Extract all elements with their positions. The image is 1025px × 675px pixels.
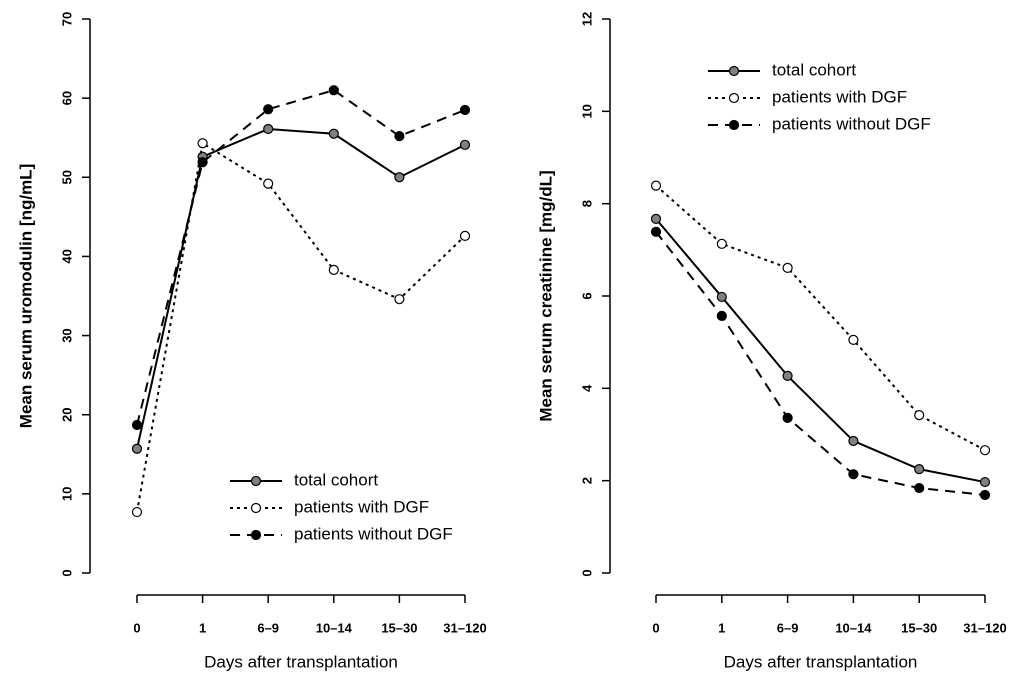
- point: [131, 443, 143, 454]
- x-axis-label: Days after transplantation: [204, 652, 398, 671]
- y-tick-label: 40: [59, 249, 74, 263]
- x-tick-label: 10–14: [835, 620, 872, 635]
- point: [914, 464, 925, 475]
- point: [914, 410, 925, 421]
- legend-label: patients with DGF: [294, 497, 429, 516]
- series-line: [655, 218, 986, 484]
- point: [197, 138, 208, 149]
- point: [394, 172, 405, 183]
- point: [394, 131, 405, 142]
- legend-label: patients without DGF: [294, 524, 453, 543]
- point: [263, 123, 274, 135]
- point: [914, 482, 925, 494]
- legend-label: patients without DGF: [772, 114, 931, 133]
- point: [131, 419, 143, 431]
- legend-marker: [728, 65, 740, 77]
- point: [979, 476, 991, 488]
- series-line: [136, 89, 466, 426]
- y-tick-label: 70: [59, 12, 74, 26]
- y-tick-label: 10: [59, 487, 74, 501]
- point: [782, 412, 793, 423]
- legend-label: total cohort: [294, 470, 378, 489]
- legend-marker: [250, 529, 262, 541]
- point: [650, 213, 662, 225]
- point: [782, 262, 793, 273]
- x-tick-label: 10–14: [316, 620, 353, 635]
- point: [328, 85, 339, 96]
- y-tick-label: 50: [59, 170, 74, 184]
- point: [979, 489, 991, 501]
- point: [716, 238, 727, 249]
- legend-marker: [250, 475, 262, 487]
- y-tick-label: 12: [579, 12, 594, 26]
- point: [197, 157, 208, 168]
- x-tick-label: 15–30: [381, 620, 417, 635]
- x-axis-label: Days after transplantation: [724, 652, 918, 671]
- series-line: [655, 231, 986, 496]
- y-tick-label: 0: [579, 569, 594, 576]
- x-tick-label: 31–120: [443, 620, 486, 635]
- legend-marker: [728, 92, 740, 104]
- y-axis-label: Mean serum uromodulin [ng/mL]: [16, 164, 35, 428]
- series-line: [136, 127, 466, 449]
- point: [650, 226, 662, 237]
- x-tick-label: 0: [652, 620, 659, 635]
- point: [328, 128, 339, 139]
- point: [394, 294, 405, 305]
- point: [848, 435, 859, 447]
- y-tick-label: 60: [59, 91, 74, 105]
- point: [716, 310, 727, 321]
- legend-marker: [728, 119, 740, 131]
- point: [716, 291, 727, 303]
- point: [459, 230, 471, 241]
- legend-marker: [250, 502, 262, 514]
- y-tick-label: 6: [579, 292, 594, 299]
- point: [848, 469, 859, 480]
- x-tick-label: 0: [133, 620, 140, 635]
- y-axis-label: Mean serum creatinine [mg/dL]: [536, 170, 555, 421]
- x-tick-label: 31–120: [963, 620, 1006, 635]
- point: [459, 139, 471, 150]
- x-tick-label: 1: [718, 620, 725, 635]
- point: [263, 104, 274, 115]
- chart: 0 2 4 6 8 10 12 Mean serum creatinine [mg/dL] 0 1…: [536, 12, 1006, 672]
- legend-label: patients with DGF: [772, 87, 907, 106]
- point: [782, 370, 793, 381]
- point: [848, 334, 859, 345]
- y-tick-label: 30: [59, 328, 74, 342]
- point: [459, 104, 471, 116]
- point: [328, 264, 339, 275]
- x-tick-label: 1: [199, 620, 206, 635]
- y-tick-label: 10: [579, 104, 594, 118]
- x-tick-label: 15–30: [901, 620, 937, 635]
- y-tick-label: 4: [579, 384, 594, 392]
- y-tick-label: 0: [59, 569, 74, 576]
- point: [979, 445, 991, 456]
- y-tick-label: 8: [579, 200, 594, 207]
- legend-label: total cohort: [772, 60, 856, 79]
- series-line: [136, 141, 466, 513]
- x-tick-label: 6–9: [257, 620, 279, 635]
- x-tick-label: 6–9: [777, 620, 799, 635]
- y-tick-label: 2: [579, 477, 594, 484]
- series-line: [655, 184, 986, 452]
- point: [263, 178, 274, 189]
- point: [131, 506, 143, 518]
- y-tick-label: 20: [59, 407, 74, 421]
- point: [650, 180, 662, 191]
